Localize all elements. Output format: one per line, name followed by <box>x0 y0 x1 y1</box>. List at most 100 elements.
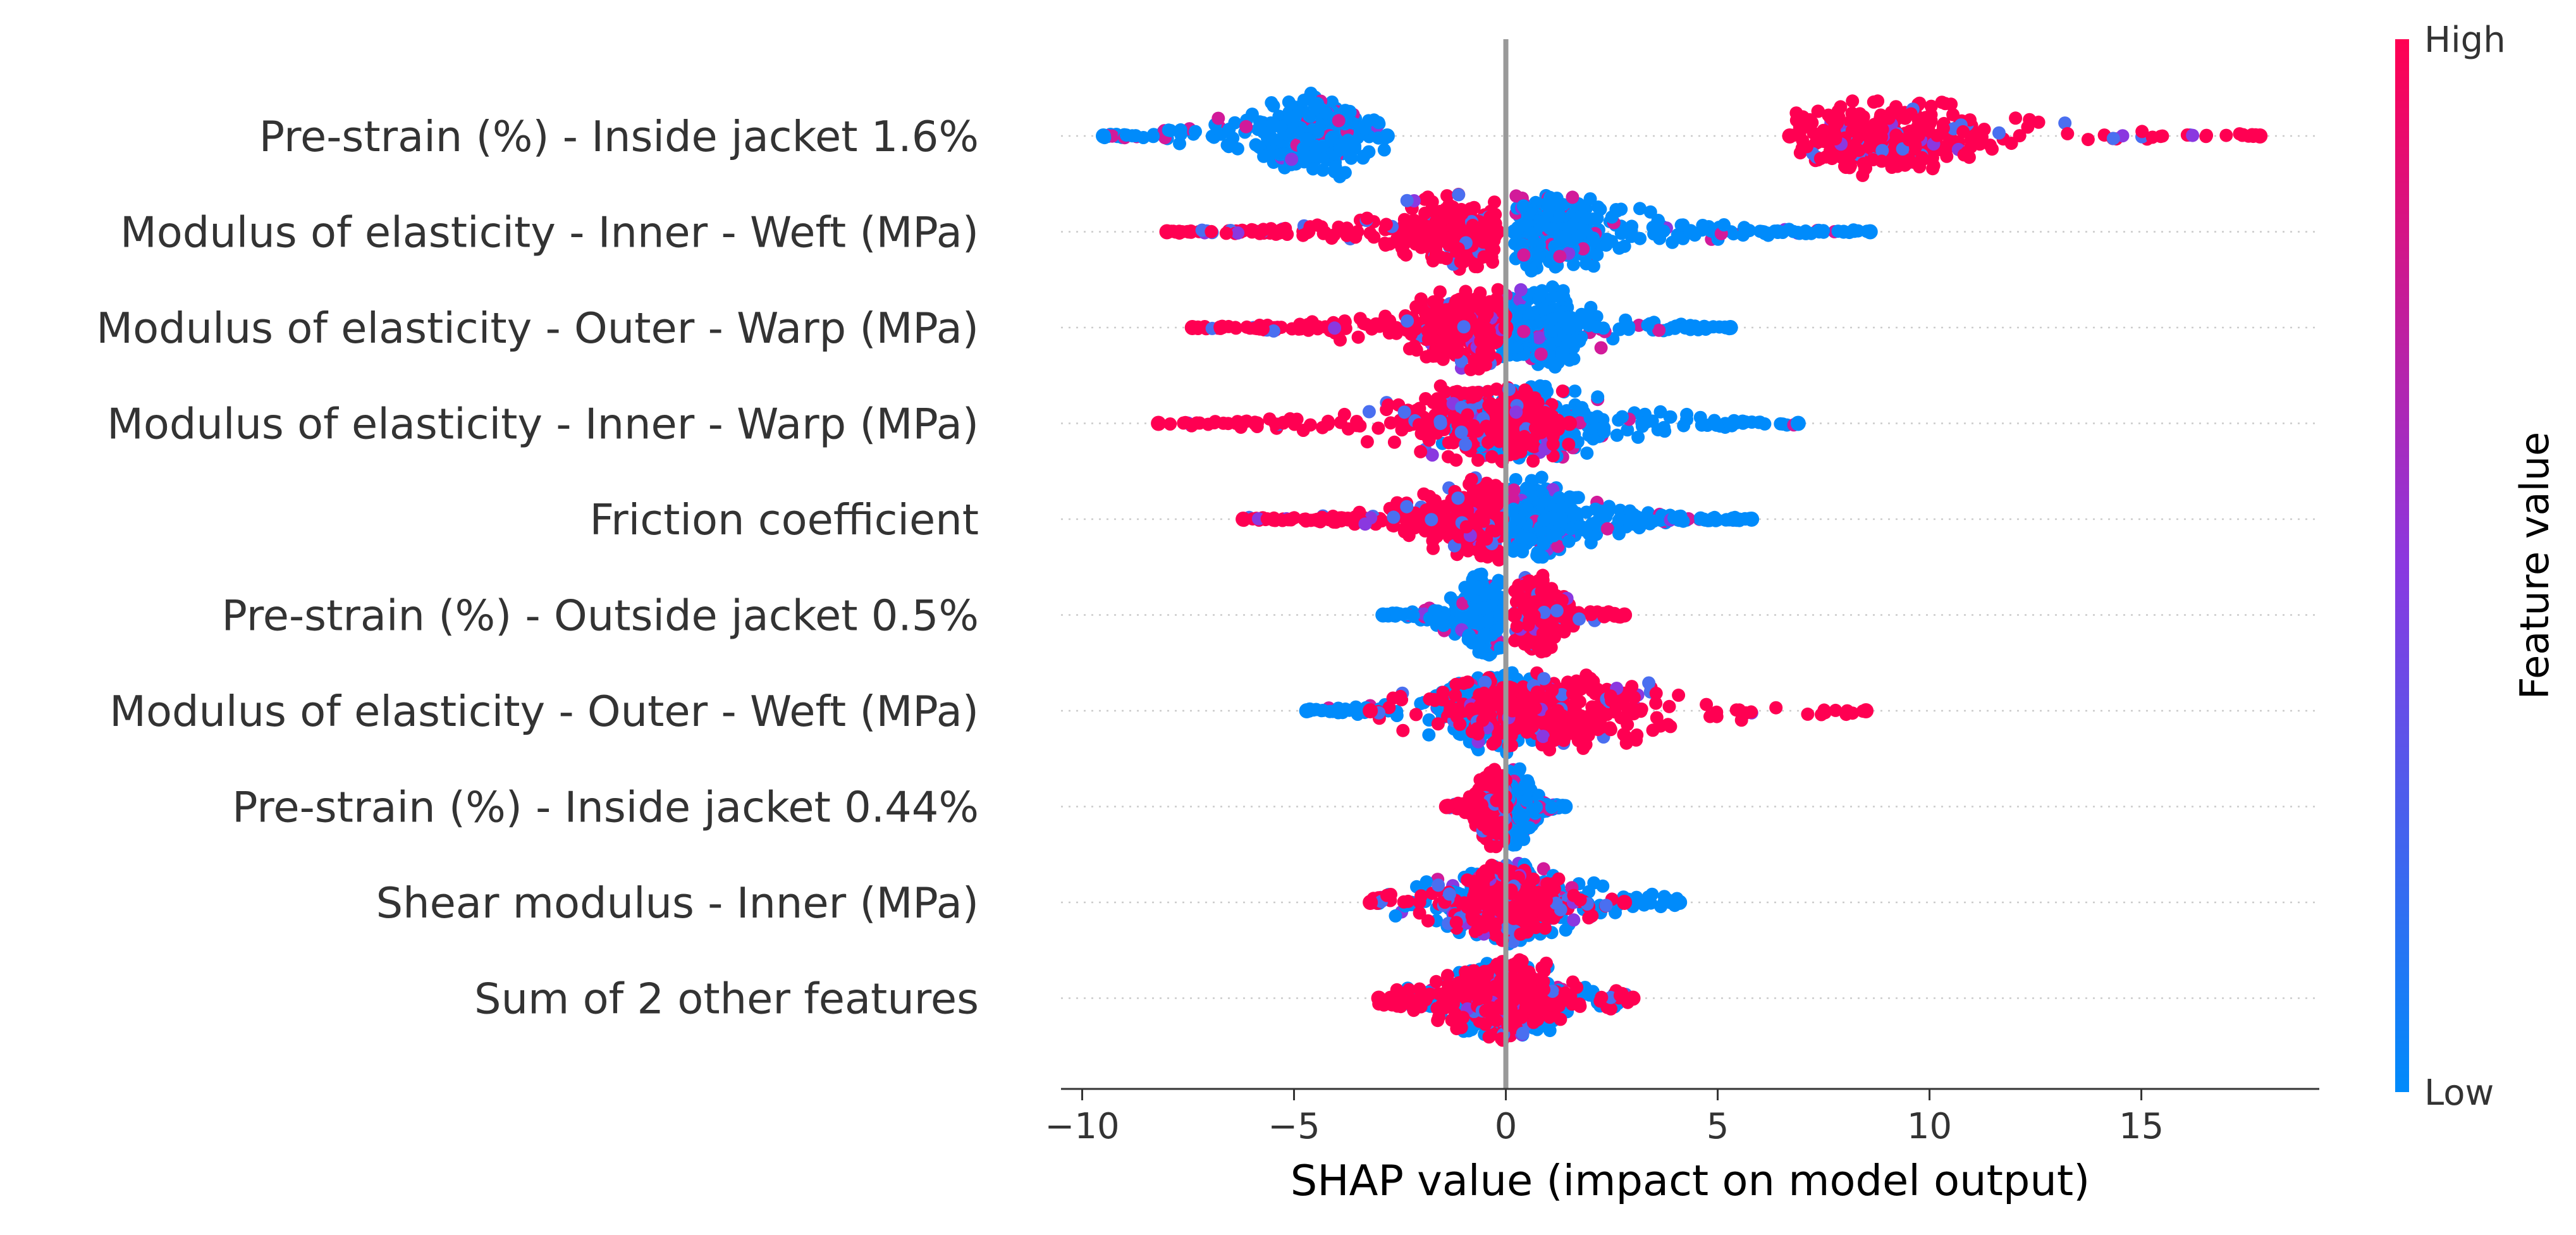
data-point <box>1528 421 1542 435</box>
data-point <box>1284 98 1298 112</box>
data-point <box>1362 405 1376 419</box>
data-point <box>1473 496 1487 510</box>
data-point <box>1253 226 1267 240</box>
data-point <box>1603 721 1617 735</box>
data-point <box>1697 319 1711 333</box>
data-point <box>1874 121 1888 135</box>
data-point <box>1523 821 1536 835</box>
data-point <box>1612 322 1626 336</box>
data-point <box>1489 624 1503 638</box>
data-point <box>2004 137 2018 151</box>
data-point <box>1531 641 1545 655</box>
data-point <box>1181 224 1194 238</box>
data-point <box>1350 419 1364 433</box>
data-point <box>1752 415 1766 429</box>
data-point <box>1584 300 1598 314</box>
data-point <box>1509 442 1523 456</box>
data-point <box>1812 104 1825 118</box>
data-point <box>1436 314 1450 328</box>
data-point <box>1594 705 1608 719</box>
data-point <box>1432 611 1445 625</box>
data-point <box>1915 151 1929 164</box>
data-point <box>1710 710 1724 723</box>
data-point <box>1570 212 1584 226</box>
data-point <box>1622 513 1636 527</box>
data-point <box>1296 142 1310 155</box>
data-point <box>1466 202 1480 215</box>
data-point <box>1722 513 1736 527</box>
feature-row-points <box>1096 87 2268 183</box>
data-point <box>1328 321 1342 335</box>
data-point <box>1665 235 1679 249</box>
data-point <box>1541 199 1555 213</box>
data-point <box>1927 159 1941 173</box>
data-point <box>1616 410 1629 424</box>
data-point <box>1387 435 1401 449</box>
data-point-extreme <box>1862 224 1878 240</box>
data-point <box>1676 218 1690 232</box>
data-point <box>1540 384 1554 398</box>
data-point <box>1581 713 1595 727</box>
data-point <box>1576 242 1590 255</box>
data-point <box>1316 421 1329 434</box>
data-point <box>1585 606 1599 620</box>
data-point <box>1590 248 1604 262</box>
data-point <box>1448 412 1462 426</box>
data-point <box>1717 218 1731 231</box>
data-point <box>1451 384 1464 398</box>
feature-row-points <box>1236 470 1760 567</box>
data-point-extreme <box>1617 607 1633 623</box>
data-point <box>1413 402 1426 415</box>
data-point <box>1852 144 1866 157</box>
data-point <box>1267 133 1280 147</box>
data-point <box>1265 96 1279 109</box>
data-point <box>1186 418 1199 432</box>
data-point-extreme <box>1490 224 1506 240</box>
data-point <box>1461 675 1475 689</box>
data-point <box>1444 591 1457 605</box>
data-point <box>1344 151 1358 165</box>
data-point <box>1323 512 1337 525</box>
data-point <box>1397 405 1411 419</box>
data-point <box>1459 438 1473 452</box>
data-point <box>2023 113 2037 126</box>
data-point <box>1583 192 1597 206</box>
data-point <box>1800 140 1813 154</box>
data-point <box>1260 512 1274 525</box>
data-point <box>1399 248 1413 262</box>
data-point <box>1904 107 1918 121</box>
data-point <box>1296 424 1310 437</box>
data-point <box>1332 701 1346 715</box>
data-point <box>1940 149 1954 163</box>
data-point <box>1696 219 1710 232</box>
data-point <box>1973 137 1987 151</box>
data-point <box>1564 234 1578 248</box>
data-point <box>1436 685 1450 699</box>
data-point <box>1564 493 1578 507</box>
data-point <box>1957 148 1971 162</box>
feature-row-points <box>1151 379 1806 469</box>
data-point <box>1491 283 1505 297</box>
data-point <box>1585 517 1598 531</box>
data-point <box>1328 160 1342 174</box>
data-point <box>1834 100 1848 114</box>
data-point <box>1571 507 1585 521</box>
data-point <box>1545 312 1559 326</box>
data-point-extreme <box>1744 512 1760 527</box>
data-point <box>1406 608 1420 622</box>
data-point-extreme <box>1858 703 1874 718</box>
data-point <box>2061 126 2075 140</box>
data-point <box>1812 225 1826 239</box>
data-point <box>1319 106 1333 120</box>
data-point <box>1828 126 1842 140</box>
data-point <box>2200 128 2214 142</box>
data-point-extreme <box>1562 415 1578 431</box>
data-point <box>1431 235 1445 249</box>
data-point <box>1526 720 1540 734</box>
data-point <box>1430 220 1444 234</box>
data-point <box>1536 627 1550 641</box>
data-point <box>1483 210 1497 224</box>
data-point <box>1791 226 1805 239</box>
data-point <box>1546 437 1560 451</box>
data-point <box>1526 454 1540 468</box>
